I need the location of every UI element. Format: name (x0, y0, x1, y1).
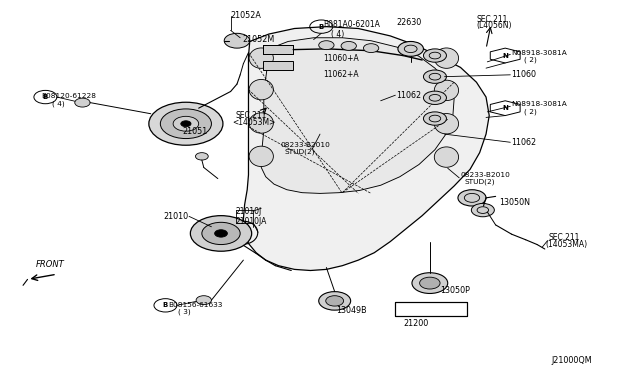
Text: (L4056N): (L4056N) (476, 22, 512, 31)
Text: N08918-3081A: N08918-3081A (511, 49, 567, 55)
Text: 08233-B2010: 08233-B2010 (280, 142, 330, 148)
Text: B08156-61633: B08156-61633 (168, 302, 222, 308)
Circle shape (319, 41, 334, 49)
Text: 21051: 21051 (182, 127, 208, 136)
Text: 22630: 22630 (397, 19, 422, 28)
Text: J21000QM: J21000QM (551, 356, 592, 365)
Text: 21010J: 21010J (236, 208, 262, 217)
Ellipse shape (435, 147, 459, 167)
Text: N: N (502, 105, 508, 111)
Circle shape (195, 153, 208, 160)
Circle shape (398, 41, 424, 56)
Text: STUD(2): STUD(2) (465, 178, 495, 185)
Text: FRONT: FRONT (36, 260, 65, 269)
Polygon shape (243, 27, 489, 270)
Circle shape (190, 216, 252, 251)
Text: 13050P: 13050P (440, 286, 470, 295)
Text: SEC.211: SEC.211 (476, 15, 508, 24)
Polygon shape (262, 45, 293, 54)
Circle shape (224, 33, 250, 48)
Circle shape (75, 98, 90, 107)
Circle shape (319, 292, 351, 310)
Circle shape (326, 296, 344, 306)
Circle shape (471, 203, 494, 217)
Circle shape (458, 190, 486, 206)
Circle shape (161, 109, 211, 138)
Circle shape (424, 70, 447, 83)
Text: B: B (43, 94, 48, 100)
Text: B08120-61228: B08120-61228 (41, 93, 96, 99)
Polygon shape (396, 302, 467, 317)
Text: SEC.211: SEC.211 (236, 111, 267, 120)
Circle shape (420, 277, 440, 289)
Text: SEC.211: SEC.211 (548, 233, 580, 243)
Text: B: B (163, 302, 168, 308)
Text: ( 2): ( 2) (524, 109, 537, 115)
Text: 11062: 11062 (397, 91, 422, 100)
Text: 21052M: 21052M (242, 35, 275, 44)
Circle shape (214, 230, 227, 237)
Text: 11062+A: 11062+A (323, 70, 359, 79)
Text: B081A0-6201A: B081A0-6201A (323, 20, 380, 29)
Text: 21010JA: 21010JA (236, 217, 267, 226)
Text: 21052A: 21052A (230, 11, 262, 20)
Text: 11060+A: 11060+A (323, 54, 359, 62)
Circle shape (202, 222, 240, 244)
Text: 21010: 21010 (164, 212, 189, 221)
Text: 08233-B2010: 08233-B2010 (461, 172, 510, 178)
Text: B: B (319, 24, 324, 30)
Circle shape (149, 102, 223, 145)
Text: ( 4): ( 4) (332, 29, 345, 39)
Ellipse shape (435, 113, 459, 134)
Polygon shape (261, 38, 454, 193)
Text: <14053M>: <14053M> (232, 118, 275, 127)
Text: (14053MA): (14053MA) (545, 240, 588, 249)
Text: STUD(2): STUD(2) (284, 149, 315, 155)
Text: ( 4): ( 4) (52, 100, 65, 107)
Text: 21200: 21200 (403, 319, 428, 328)
Circle shape (180, 121, 191, 127)
Text: ( 3): ( 3) (178, 308, 191, 314)
Ellipse shape (249, 146, 273, 167)
Text: N08918-3081A: N08918-3081A (511, 102, 567, 108)
Circle shape (341, 41, 356, 50)
Circle shape (424, 91, 447, 105)
Ellipse shape (249, 113, 273, 133)
Text: 11060: 11060 (511, 70, 536, 79)
Text: 11062: 11062 (511, 138, 537, 147)
Text: 13049B: 13049B (336, 306, 367, 315)
Text: 13050N: 13050N (499, 198, 530, 207)
Polygon shape (262, 61, 293, 70)
Text: ( 2): ( 2) (524, 57, 537, 63)
Circle shape (424, 112, 447, 125)
Ellipse shape (249, 80, 273, 100)
Text: N: N (502, 52, 508, 58)
Ellipse shape (435, 80, 459, 100)
Circle shape (424, 49, 447, 62)
Circle shape (412, 273, 448, 294)
Ellipse shape (249, 48, 273, 68)
Circle shape (196, 296, 211, 305)
Ellipse shape (435, 48, 459, 68)
Circle shape (173, 116, 198, 131)
Circle shape (364, 44, 379, 52)
